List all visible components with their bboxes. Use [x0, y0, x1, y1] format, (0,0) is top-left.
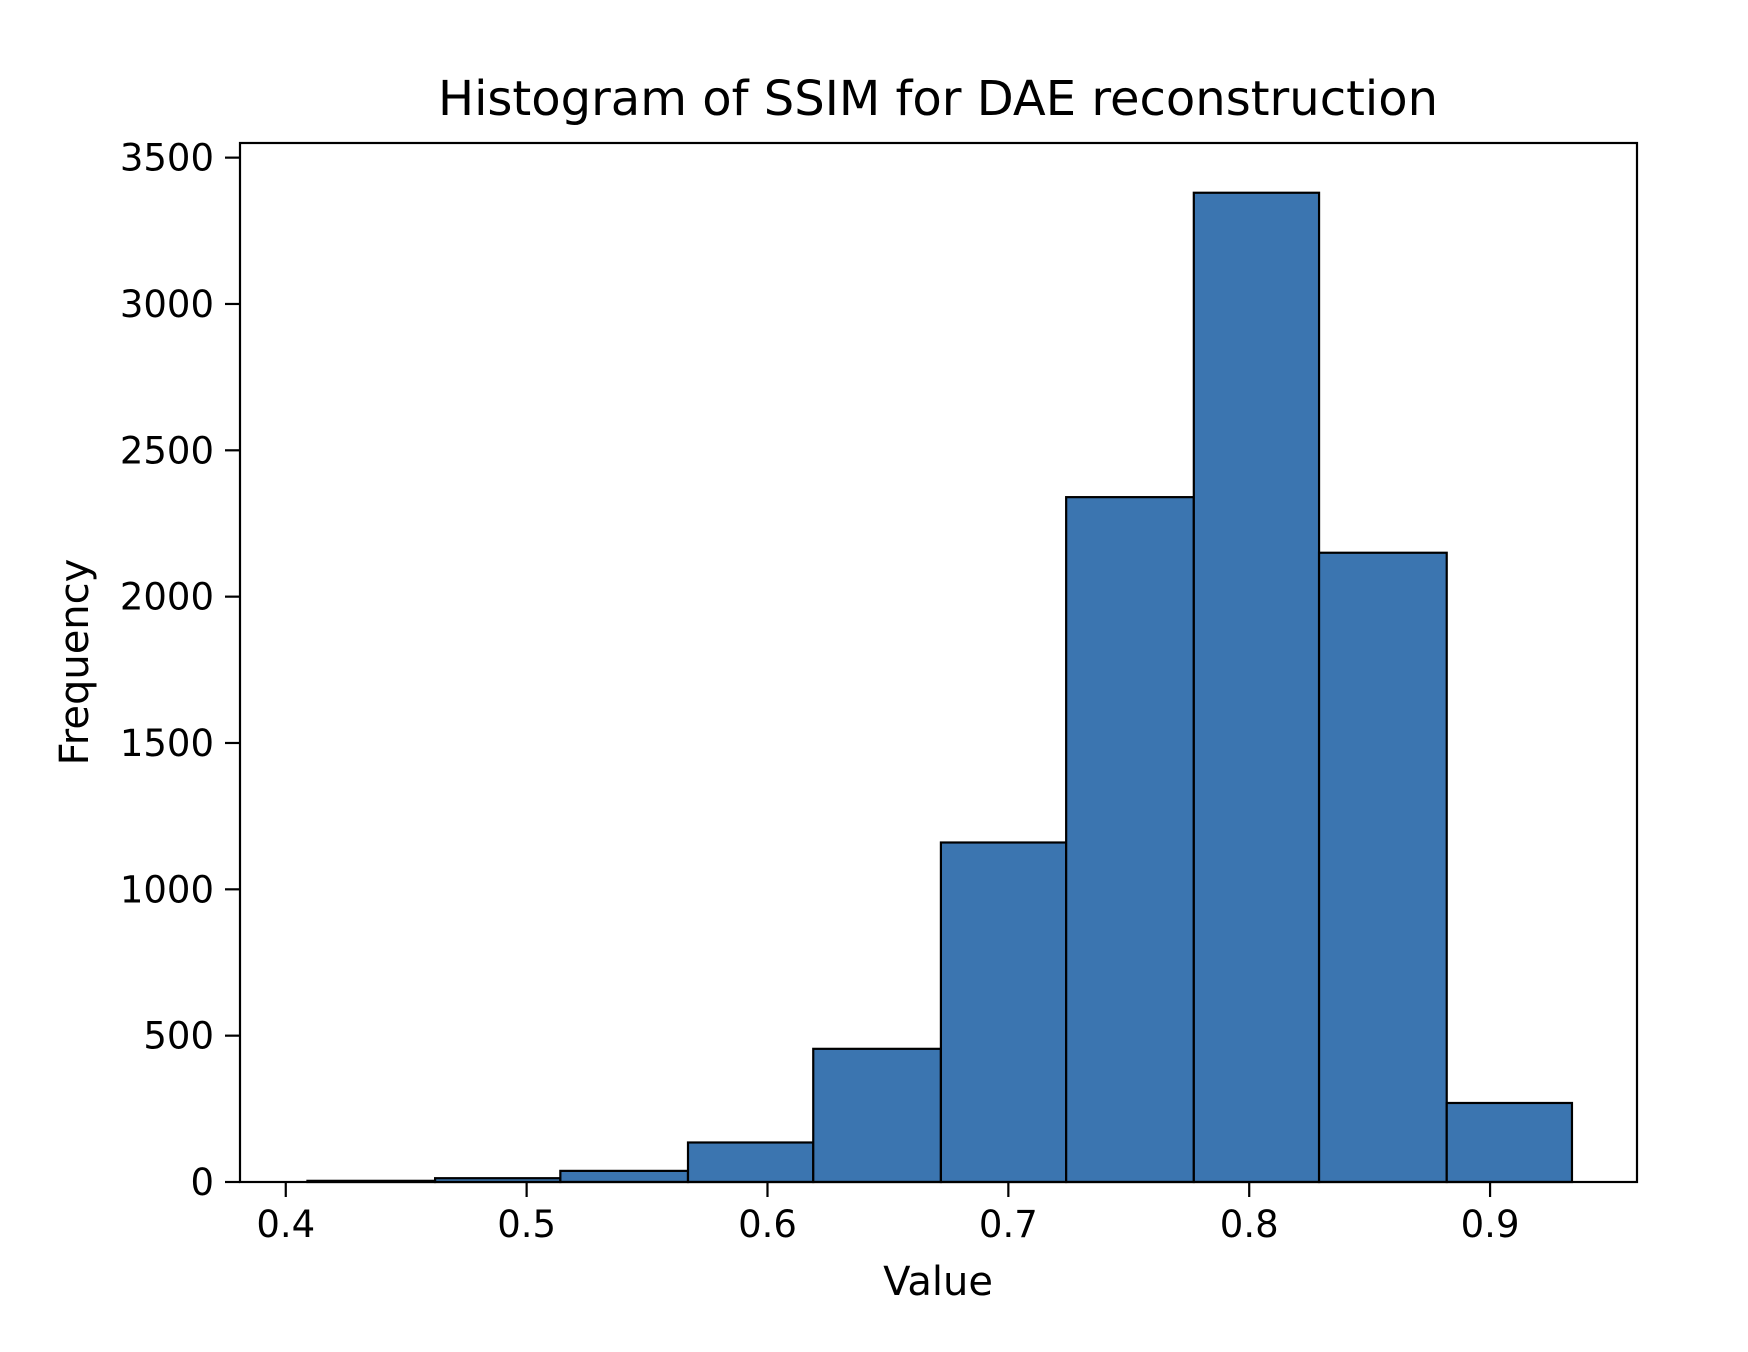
x-tick-label: 0.5 [497, 1203, 556, 1246]
y-tick-label: 0 [190, 1161, 214, 1204]
histogram-bar [939, 841, 1068, 1184]
histogram-bar [686, 1141, 815, 1184]
x-tick-label: 0.7 [979, 1203, 1038, 1246]
histogram-bar [1065, 496, 1195, 1184]
y-axis-label: Frequency [52, 559, 98, 766]
x-tick-label: 0.4 [256, 1203, 315, 1246]
histogram-bar [1445, 1101, 1574, 1184]
plot-border [238, 141, 1639, 1184]
y-tick-label: 3500 [120, 137, 214, 180]
y-tick-label: 500 [143, 1015, 214, 1058]
histogram-bar [1317, 551, 1448, 1184]
x-axis-label: Value [883, 1259, 993, 1305]
y-tick-label: 1000 [120, 868, 214, 911]
x-tick-label: 0.9 [1461, 1203, 1520, 1246]
y-tick-label: 2500 [120, 429, 214, 472]
chart-title: Histogram of SSIM for DAE reconstruction [438, 71, 1438, 127]
y-tick-label: 3000 [120, 283, 214, 326]
histogram-bar [1192, 191, 1321, 1184]
histogram-bar [559, 1169, 690, 1184]
x-tick-label: 0.6 [738, 1203, 797, 1246]
y-tick-label: 1500 [120, 722, 214, 765]
axes-layer: 0.4 0.5 0.6 0.7 0.8 0.9 0 500 1000 1500 2000 2500 30… [120, 137, 1639, 1246]
y-tick-label: 2000 [120, 576, 214, 619]
x-tick-label: 0.8 [1220, 1203, 1279, 1246]
histogram-bar [812, 1047, 943, 1184]
bars-layer [306, 191, 1574, 1184]
